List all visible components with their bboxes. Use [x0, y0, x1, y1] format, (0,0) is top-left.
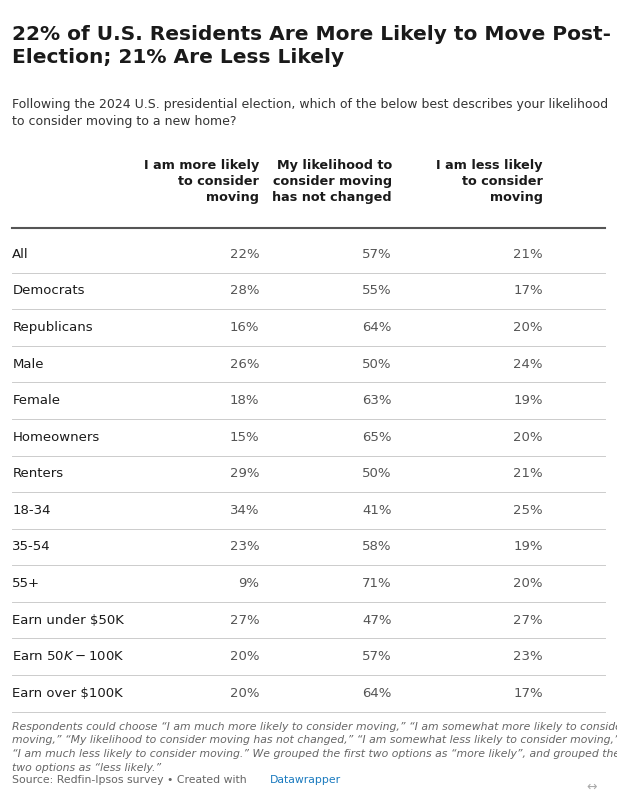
Text: 64%: 64% [362, 321, 392, 334]
Text: 22%: 22% [230, 248, 259, 261]
Text: 21%: 21% [513, 248, 543, 261]
Text: 19%: 19% [513, 394, 543, 407]
Text: 20%: 20% [513, 321, 543, 334]
Text: I am more likely
to consider
moving: I am more likely to consider moving [144, 159, 259, 204]
Text: 57%: 57% [362, 650, 392, 663]
Text: 16%: 16% [230, 321, 259, 334]
Text: 18%: 18% [230, 394, 259, 407]
Text: My likelihood to
consider moving
has not changed: My likelihood to consider moving has not… [272, 159, 392, 204]
Text: 17%: 17% [513, 687, 543, 700]
Text: 9%: 9% [238, 577, 259, 590]
Text: Respondents could choose “I am much more likely to consider moving,” “I am somew: Respondents could choose “I am much more… [12, 722, 617, 773]
Text: 22% of U.S. Residents Are More Likely to Move Post-
Election; 21% Are Less Likel: 22% of U.S. Residents Are More Likely to… [12, 25, 611, 68]
Text: Earn $50K-$100K: Earn $50K-$100K [12, 650, 125, 663]
Text: 27%: 27% [230, 614, 259, 626]
Text: 50%: 50% [362, 467, 392, 480]
Text: Male: Male [12, 358, 44, 370]
Text: 64%: 64% [362, 687, 392, 700]
Text: 20%: 20% [230, 650, 259, 663]
Text: 15%: 15% [230, 431, 259, 444]
Text: ↔: ↔ [586, 781, 597, 793]
Text: 26%: 26% [230, 358, 259, 370]
Text: 19%: 19% [513, 541, 543, 553]
Text: 28%: 28% [230, 285, 259, 297]
Text: 71%: 71% [362, 577, 392, 590]
Text: 55+: 55+ [12, 577, 40, 590]
Text: 17%: 17% [513, 285, 543, 297]
Text: 65%: 65% [362, 431, 392, 444]
Text: 34%: 34% [230, 504, 259, 517]
Text: Renters: Renters [12, 467, 64, 480]
Text: 50%: 50% [362, 358, 392, 370]
Text: 23%: 23% [230, 541, 259, 553]
Text: 20%: 20% [513, 577, 543, 590]
Text: 20%: 20% [230, 687, 259, 700]
Text: 23%: 23% [513, 650, 543, 663]
Text: Datawrapper: Datawrapper [270, 775, 341, 785]
Text: 29%: 29% [230, 467, 259, 480]
Text: Following the 2024 U.S. presidential election, which of the below best describes: Following the 2024 U.S. presidential ele… [12, 98, 608, 128]
Text: 55%: 55% [362, 285, 392, 297]
Text: 35-54: 35-54 [12, 541, 51, 553]
Text: Republicans: Republicans [12, 321, 93, 334]
Text: 63%: 63% [362, 394, 392, 407]
Text: Earn under $50K: Earn under $50K [12, 614, 124, 626]
Text: 27%: 27% [513, 614, 543, 626]
Text: Democrats: Democrats [12, 285, 85, 297]
Text: 21%: 21% [513, 467, 543, 480]
Text: Source: Redfin-Ipsos survey • Created with: Source: Redfin-Ipsos survey • Created wi… [12, 775, 251, 785]
Text: Homeowners: Homeowners [12, 431, 99, 444]
Text: 24%: 24% [513, 358, 543, 370]
Text: 18-34: 18-34 [12, 504, 51, 517]
Text: Earn over $100K: Earn over $100K [12, 687, 123, 700]
Text: 41%: 41% [362, 504, 392, 517]
Text: Female: Female [12, 394, 60, 407]
Text: All: All [12, 248, 29, 261]
Text: I am less likely
to consider
moving: I am less likely to consider moving [436, 159, 543, 204]
Text: 25%: 25% [513, 504, 543, 517]
Text: 47%: 47% [362, 614, 392, 626]
Text: 58%: 58% [362, 541, 392, 553]
Text: 57%: 57% [362, 248, 392, 261]
Text: 20%: 20% [513, 431, 543, 444]
